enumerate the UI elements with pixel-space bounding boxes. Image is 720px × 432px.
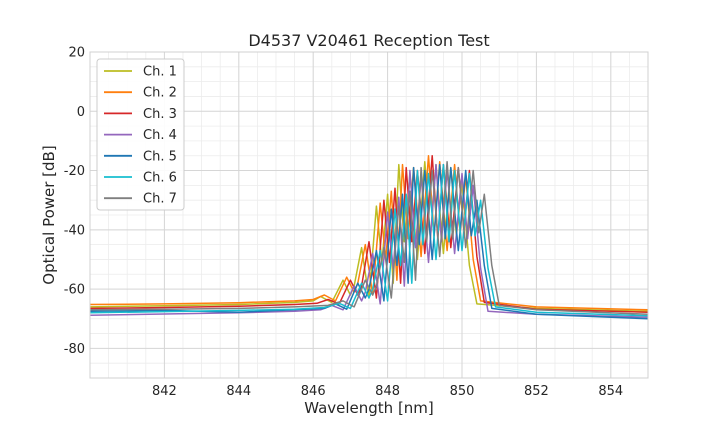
- y-tick-label: -40: [64, 223, 85, 238]
- legend-label: Ch. 4: [143, 128, 177, 143]
- y-axis-label: Optical Power [dB]: [40, 145, 58, 284]
- legend-box: [96, 58, 185, 211]
- y-tick-label: -20: [64, 164, 85, 179]
- series-line-ch7: [89, 160, 649, 316]
- legend: Ch. 1 Ch. 2 Ch. 3 Ch. 4 Ch. 5 Ch. 6 Ch. 7: [96, 58, 185, 211]
- series-line-ch6: [89, 163, 649, 317]
- x-tick-label: 854: [598, 384, 623, 399]
- plot-frame: [89, 51, 649, 379]
- x-tick-label: 852: [524, 384, 549, 399]
- x-axis-label: Wavelength [nm]: [304, 399, 434, 417]
- x-tick-label: 846: [301, 384, 326, 399]
- y-tick-label: 20: [68, 46, 85, 61]
- y-tick-label: -80: [64, 342, 85, 357]
- series-layer: [89, 154, 649, 320]
- legend-label: Ch. 1: [143, 65, 177, 80]
- x-tick-label: 850: [450, 384, 475, 399]
- y-tick-label: 0: [77, 105, 85, 120]
- x-tick-label: 842: [152, 384, 177, 399]
- legend-label: Ch. 6: [143, 171, 177, 186]
- legend-label: Ch. 7: [143, 192, 177, 207]
- chart-title: D4537 V20461 Reception Test: [248, 31, 489, 50]
- x-tick-label: 844: [226, 384, 251, 399]
- legend-label: Ch. 2: [143, 86, 177, 101]
- x-tick-labels: 842 844 846 848 850 852 854: [152, 384, 623, 399]
- legend-label: Ch. 3: [143, 107, 177, 122]
- y-tick-label: -60: [64, 283, 85, 298]
- y-tick-labels: -80 -60 -40 -20 0 20: [64, 46, 85, 357]
- x-tick-label: 848: [375, 384, 400, 399]
- legend-label: Ch. 5: [143, 149, 177, 164]
